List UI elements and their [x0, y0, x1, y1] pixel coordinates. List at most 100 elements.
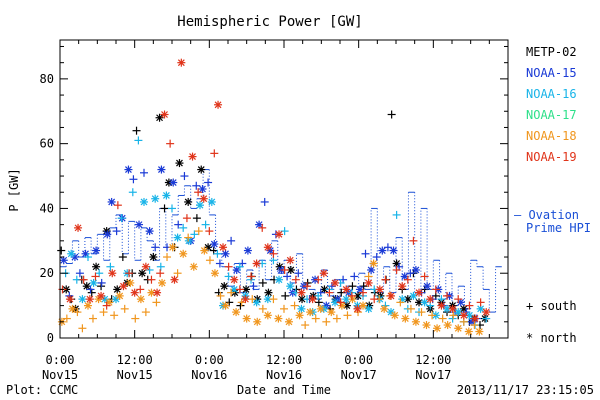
noaa-18-south-point	[428, 311, 437, 320]
noaa-18-north-point	[411, 317, 420, 326]
noaa-18-south-point	[194, 227, 203, 236]
noaa-16-north-point	[252, 298, 261, 307]
noaa-18-north-point	[464, 327, 473, 336]
noaa-16-south-point	[235, 262, 244, 271]
noaa-19-north-point	[398, 282, 407, 291]
noaa-19-south-point	[136, 285, 145, 294]
x-tick-time-label: 0:00	[46, 353, 75, 367]
noaa-16-south-point	[156, 262, 165, 271]
metp-02-south-point	[314, 298, 323, 307]
noaa-16-south-point	[134, 136, 143, 145]
noaa-18-north-point	[274, 314, 283, 323]
axis-ticks-layer: 0204060800:00Nov1512:00Nov150:00Nov1612:…	[40, 40, 508, 382]
noaa-18-south-point	[449, 311, 458, 320]
noaa-15-north-point	[221, 249, 230, 258]
y-tick-label: 80	[40, 72, 54, 86]
noaa-18-north-point	[380, 304, 389, 313]
noaa-18-north-point	[454, 324, 463, 333]
noaa-16-south-point	[190, 230, 199, 239]
noaa-19-north-point	[188, 152, 197, 161]
noaa-16-south-point	[106, 262, 115, 271]
noaa-16-north-point	[420, 298, 429, 307]
footer-plot-credit: Plot: CCMC	[6, 383, 78, 397]
noaa-18-north-point	[147, 288, 156, 297]
noaa-19-north-point	[387, 291, 396, 300]
noaa-18-north-point	[327, 308, 336, 317]
noaa-15-north-point	[378, 246, 387, 255]
noaa-18-north-point	[68, 304, 77, 313]
noaa-18-south-point	[184, 233, 193, 242]
noaa-19-north-point	[252, 259, 261, 268]
noaa-19-north-point	[375, 285, 384, 294]
metp-02-north-point	[92, 262, 101, 271]
noaa-18-south-point	[99, 308, 108, 317]
noaa-16-north-point	[67, 249, 76, 258]
metp-02-north-point	[220, 282, 229, 291]
noaa-18-north-point	[84, 301, 92, 310]
y-tick-label: 20	[40, 266, 54, 280]
noaa-18-south-point	[205, 256, 214, 265]
noaa-18-south-point	[227, 288, 236, 297]
noaa-19-south-point	[325, 288, 334, 297]
noaa-15-north-point	[103, 230, 112, 239]
noaa-15-south-point	[260, 197, 269, 206]
metp-02-south-point	[132, 126, 141, 135]
noaa-16-south-point	[213, 249, 222, 258]
noaa-18-south-point	[332, 314, 341, 323]
noaa-19-south-point	[258, 223, 267, 232]
noaa-19-north-point	[141, 262, 150, 271]
x-tick-day-label: Nov15	[42, 368, 78, 382]
noaa-19-north-point	[263, 243, 272, 252]
metp-02-north-point	[82, 282, 91, 291]
noaa-19-south-point	[205, 227, 214, 236]
metp-02-south-point	[387, 110, 396, 119]
noaa-15-south-point	[350, 272, 359, 281]
noaa-16-south-point	[84, 253, 92, 262]
noaa-19-north-point	[153, 288, 162, 297]
noaa-18-north-point	[390, 311, 399, 320]
noaa-15-north-point	[92, 246, 101, 255]
noaa-16-north-point	[342, 295, 351, 304]
noaa-18-south-point	[152, 298, 161, 307]
noaa-16-south-point	[314, 291, 323, 300]
noaa-19-north-point	[170, 275, 179, 284]
noaa-18-south-point	[78, 324, 87, 333]
x-tick-time-label: 0:00	[195, 353, 224, 367]
noaa-18-south-point	[73, 308, 82, 317]
noaa-18-south-point	[62, 314, 71, 323]
x-tick-time-label: 12:00	[117, 353, 153, 367]
noaa-18-south-point	[301, 321, 310, 330]
noaa-18-south-point	[290, 301, 299, 310]
noaa-18-south-point	[343, 311, 352, 320]
noaa-19-south-point	[454, 295, 463, 304]
noaa-19-south-point	[247, 272, 256, 281]
noaa-15-south-point	[406, 269, 415, 278]
noaa-19-north-point	[130, 288, 139, 297]
noaa-19-south-point	[210, 149, 219, 158]
noaa-19-south-point	[359, 288, 368, 297]
noaa-15-north-point	[389, 246, 398, 255]
y-tick-label: 60	[40, 137, 54, 151]
metp-02-south-point	[160, 204, 169, 213]
noaa-18-south-point	[141, 308, 150, 317]
noaa-19-north-point	[230, 275, 239, 284]
noaa-15-north-point	[169, 178, 178, 187]
noaa-18-south-point	[110, 311, 119, 320]
noaa-15-north-point	[107, 197, 116, 206]
noaa-15-south-point	[174, 220, 183, 229]
noaa-19-south-point	[224, 262, 233, 271]
noaa-19-south-point	[91, 272, 100, 281]
noaa-19-north-point	[342, 285, 351, 294]
noaa-18-north-point	[189, 262, 198, 271]
noaa-15-south-point	[227, 236, 236, 245]
noaa-16-south-point	[201, 220, 210, 229]
noaa-18-south-point	[120, 304, 129, 313]
noaa-18-south-point	[322, 317, 331, 326]
noaa-19-north-point	[85, 295, 94, 304]
noaa-19-south-point	[465, 301, 474, 310]
legend-noaa-18: NOAA-18	[526, 129, 577, 143]
noaa-15-south-point	[283, 272, 292, 281]
y-axis-label: P [GW]	[7, 168, 21, 211]
noaa-19-north-point	[415, 288, 424, 297]
noaa-15-north-point	[124, 165, 133, 174]
